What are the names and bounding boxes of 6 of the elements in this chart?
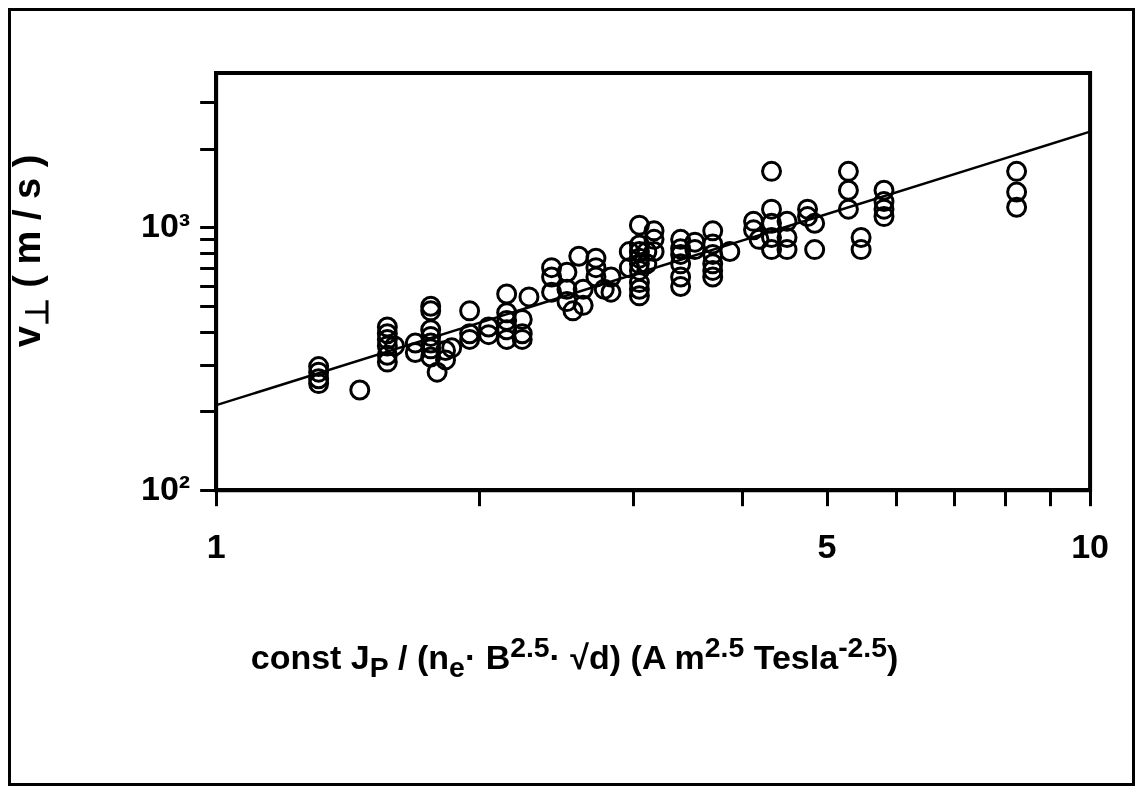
y-tick-label: 10² xyxy=(141,468,191,507)
x-tick-label: 10 xyxy=(1071,526,1109,565)
text: const J$_{P}$ / (n$_{e}$· B$^{2.5}$· √d) (A m$^{2.5}$ Tesla$^{-2.5}$) xyxy=(250,631,899,684)
x-tick-label: 5 xyxy=(817,526,837,565)
y-tick-label: 10³ xyxy=(141,206,191,245)
x-tick-label: 1 xyxy=(206,526,226,565)
